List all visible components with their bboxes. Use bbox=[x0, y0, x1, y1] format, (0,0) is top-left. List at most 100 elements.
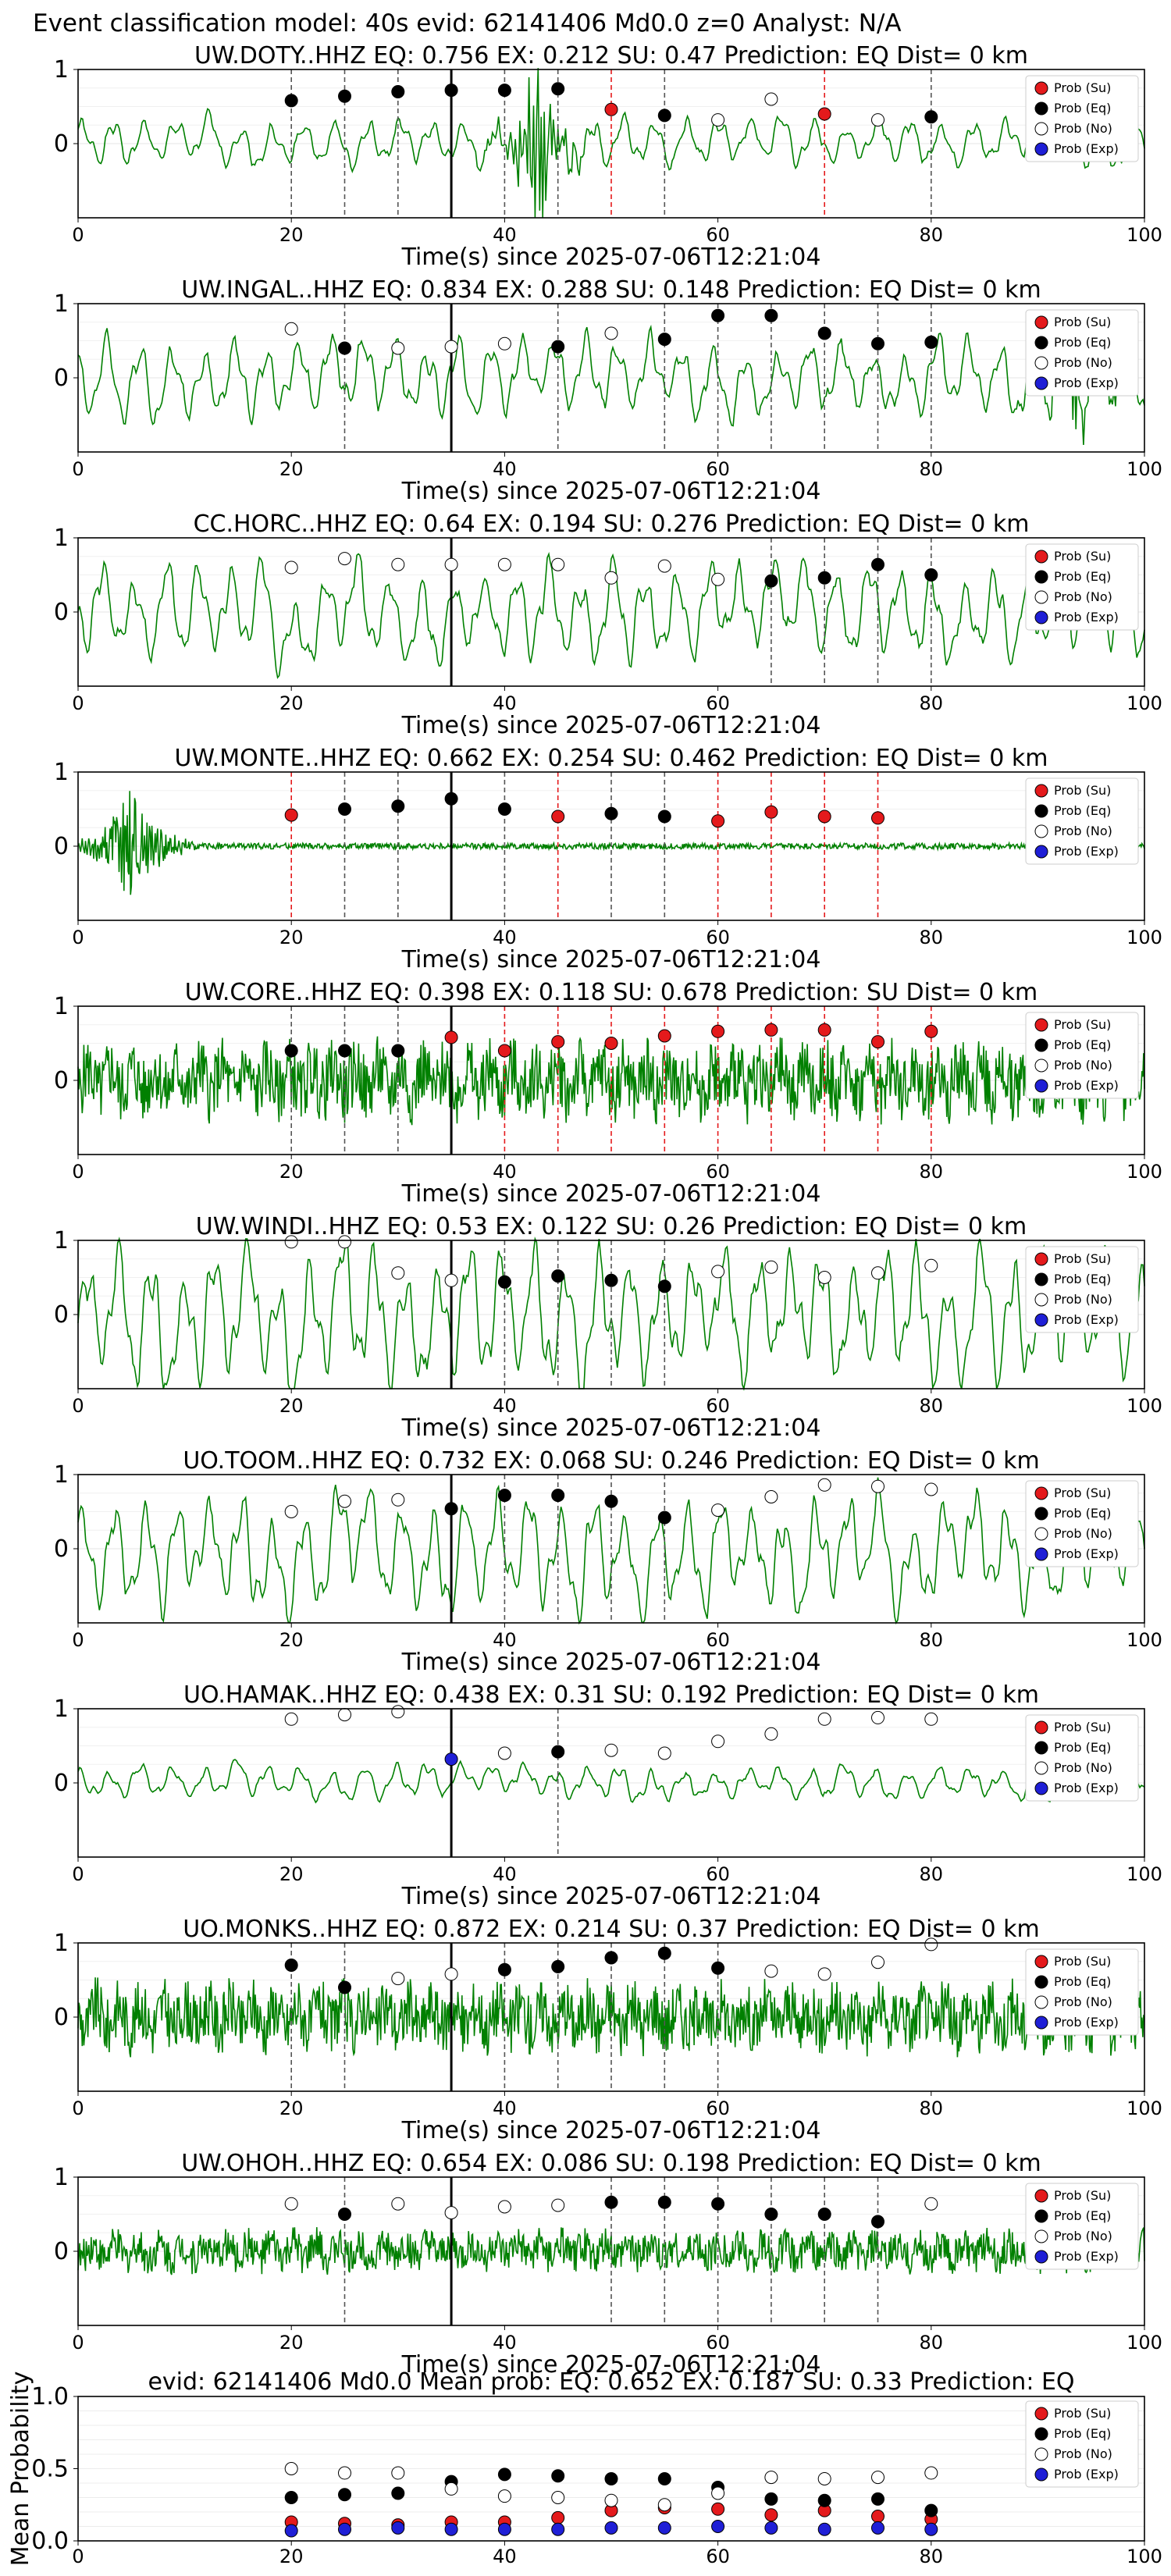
mean-point-su bbox=[551, 2510, 565, 2524]
legend-label-su: Prob (Su) bbox=[1054, 2406, 1111, 2421]
x-tick-label: 60 bbox=[706, 1863, 730, 1885]
legend-marker-exp bbox=[1034, 1547, 1048, 1561]
legend-box bbox=[1025, 2400, 1139, 2488]
prob-point-eq bbox=[551, 1269, 565, 1283]
x-tick-label: 0 bbox=[72, 2332, 84, 2354]
legend-marker-exp bbox=[1034, 2250, 1048, 2264]
prob-point-eq bbox=[817, 2208, 831, 2221]
x-tick-label: 0 bbox=[72, 1161, 84, 1183]
legend-marker-su bbox=[1034, 315, 1048, 329]
panel-5: UW.CORE..HHZ EQ: 0.398 EX: 0.118 SU: 0.6… bbox=[54, 979, 1162, 1208]
legend-box bbox=[1025, 75, 1139, 162]
legend-label-su: Prob (Su) bbox=[1054, 1017, 1111, 1032]
legend-marker-su bbox=[1034, 1955, 1048, 1969]
x-tick-label: 20 bbox=[279, 2097, 304, 2119]
x-tick-label: 0 bbox=[72, 1863, 84, 1885]
legend-label-eq: Prob (Eq) bbox=[1054, 569, 1111, 584]
panel-7: UO.TOOM..HHZ EQ: 0.732 EX: 0.068 SU: 0.2… bbox=[54, 1447, 1162, 1676]
mean-point-exp bbox=[604, 2521, 618, 2535]
legend-box bbox=[1025, 777, 1139, 865]
x-tick-label: 0 bbox=[72, 224, 84, 246]
x-tick-label: 60 bbox=[706, 2546, 730, 2567]
y-tick-label: 1 bbox=[54, 2164, 69, 2191]
prob-point-no bbox=[497, 1746, 511, 1760]
legend-marker-no bbox=[1034, 1527, 1048, 1541]
panels: UW.DOTY..HHZ EQ: 0.756 EX: 0.212 SU: 0.4… bbox=[7, 42, 1162, 2567]
x-tick-label: 60 bbox=[706, 2097, 730, 2119]
mean-point-eq bbox=[497, 2467, 511, 2482]
legend-label-exp: Prob (Exp) bbox=[1054, 844, 1119, 859]
x-tick-label: 80 bbox=[920, 927, 944, 948]
x-tick-label: 60 bbox=[706, 1161, 730, 1183]
prob-point-eq bbox=[604, 1494, 618, 1508]
y-axis-label: Mean Probability bbox=[7, 2371, 34, 2567]
legend-label-exp: Prob (Exp) bbox=[1054, 1546, 1119, 1561]
prob-point-no bbox=[924, 1258, 938, 1272]
x-tick-label: 100 bbox=[1127, 1395, 1162, 1417]
x-tick-label: 40 bbox=[493, 224, 517, 246]
x-tick-label: 100 bbox=[1127, 2097, 1162, 2119]
prob-point-no bbox=[338, 552, 351, 566]
y-tick-label: 1 bbox=[54, 1930, 69, 1957]
prob-point-no bbox=[391, 341, 405, 355]
prob-point-eq bbox=[497, 802, 511, 816]
prob-point-no bbox=[711, 113, 725, 127]
prob-point-eq bbox=[871, 557, 884, 571]
prob-point-no bbox=[284, 1235, 298, 1249]
y-tick-label: 0 bbox=[54, 365, 69, 392]
mean-point-eq bbox=[817, 2493, 831, 2507]
legend-label-no: Prob (No) bbox=[1054, 1058, 1112, 1073]
prob-point-no bbox=[871, 1266, 884, 1280]
legend-label-no: Prob (No) bbox=[1054, 355, 1112, 370]
legend-label-eq: Prob (Eq) bbox=[1054, 335, 1111, 350]
prob-point-eq bbox=[391, 1044, 405, 1058]
legend-marker-no bbox=[1034, 824, 1048, 838]
x-axis-label: Time(s) since 2025-07-06T12:21:04 bbox=[401, 946, 821, 973]
y-tick-label: 0 bbox=[54, 1301, 69, 1329]
mean-point-exp bbox=[657, 2521, 671, 2535]
legend-label-eq: Prob (Eq) bbox=[1054, 803, 1111, 818]
panel-8: UO.HAMAK..HHZ EQ: 0.438 EX: 0.31 SU: 0.1… bbox=[54, 1681, 1162, 1910]
prob-point-no bbox=[657, 1746, 671, 1760]
mean-point-exp bbox=[391, 2521, 405, 2535]
legend-marker-eq bbox=[1034, 570, 1048, 584]
x-tick-label: 20 bbox=[279, 1161, 304, 1183]
x-tick-label: 100 bbox=[1127, 692, 1162, 714]
prob-point-no bbox=[764, 1964, 778, 1978]
prob-point-eq bbox=[338, 341, 351, 355]
legend-label-no: Prob (No) bbox=[1054, 1760, 1112, 1775]
legend-marker-exp bbox=[1034, 1781, 1048, 1795]
prob-point-eq bbox=[924, 110, 938, 124]
prob-point-no bbox=[924, 2197, 938, 2211]
mean-point-no bbox=[551, 2491, 565, 2504]
prob-point-su bbox=[604, 1037, 618, 1050]
prob-point-no bbox=[551, 2198, 565, 2212]
x-tick-label: 100 bbox=[1127, 2546, 1162, 2567]
x-axis-label: Time(s) since 2025-07-06T12:21:04 bbox=[401, 1883, 821, 1910]
prob-point-eq bbox=[657, 1510, 671, 1525]
prob-point-eq bbox=[924, 568, 938, 582]
legend-box bbox=[1025, 2183, 1139, 2270]
prob-point-eq bbox=[657, 2195, 671, 2209]
prob-point-eq bbox=[711, 1961, 725, 1975]
prob-point-eq bbox=[764, 2208, 778, 2221]
prob-point-no bbox=[817, 1271, 831, 1284]
y-tick-label: 1 bbox=[54, 1461, 69, 1489]
x-axis-label: Time(s) since 2025-07-06T12:21:04 bbox=[401, 712, 821, 739]
mean-point-eq bbox=[284, 2491, 298, 2504]
legend-marker-no bbox=[1034, 1995, 1048, 2009]
x-tick-label: 60 bbox=[706, 224, 730, 246]
y-tick-label: 0.5 bbox=[31, 2456, 69, 2483]
prob-point-no bbox=[391, 2197, 405, 2211]
legend-label-no: Prob (No) bbox=[1054, 1526, 1112, 1541]
panel-1: UW.DOTY..HHZ EQ: 0.756 EX: 0.212 SU: 0.4… bbox=[54, 42, 1162, 271]
prob-point-su bbox=[817, 809, 831, 824]
x-tick-label: 80 bbox=[920, 2097, 944, 2119]
mean-point-no bbox=[284, 2462, 298, 2475]
x-tick-label: 20 bbox=[279, 692, 304, 714]
prob-point-eq bbox=[551, 1959, 565, 1973]
mean-point-no bbox=[604, 2493, 618, 2507]
legend-marker-eq bbox=[1034, 2427, 1048, 2441]
x-tick-label: 40 bbox=[493, 1863, 517, 1885]
mean-point-exp bbox=[284, 2524, 298, 2538]
